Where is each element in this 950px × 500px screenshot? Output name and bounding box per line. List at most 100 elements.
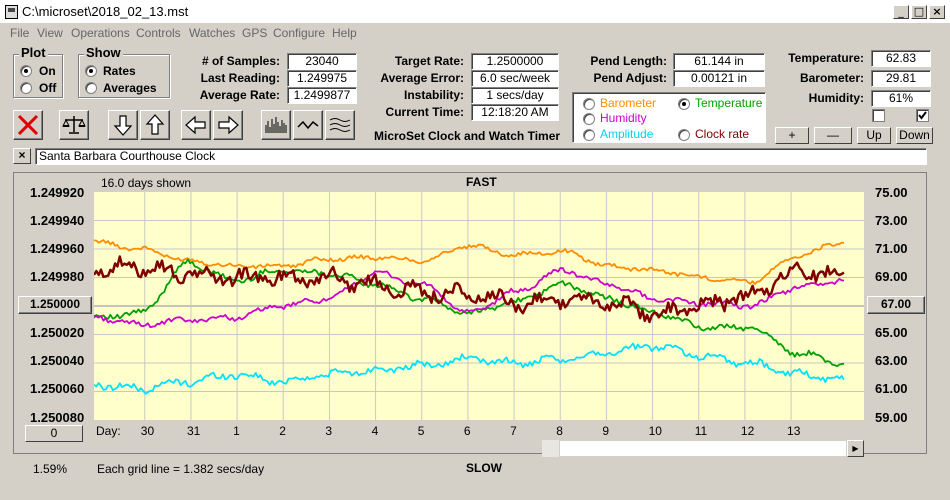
temperature-field: 62.83 xyxy=(871,50,931,67)
center-rate-button[interactable]: 1.250000 xyxy=(18,296,92,314)
multi-line-view-button[interactable] xyxy=(325,110,355,140)
series-line-temperature xyxy=(94,258,845,368)
plot-group-title: Plot xyxy=(19,45,48,60)
plot-off-label: Off xyxy=(39,81,57,95)
series-line-clock-rate xyxy=(94,255,845,324)
bar-chart-icon xyxy=(265,117,287,133)
humidity-radio[interactable] xyxy=(583,113,595,125)
instability-field: 1 secs/day xyxy=(471,87,559,104)
y-left-tick: 1.250060 xyxy=(30,381,85,396)
menu-watches[interactable]: Watches xyxy=(189,26,236,40)
title-bar: C:\microset\2018_02_13.mst _ □ × xyxy=(0,0,950,24)
scroll-up-button[interactable] xyxy=(140,110,170,140)
center-env-button[interactable]: 67.00 xyxy=(867,296,925,314)
down-button[interactable]: Down xyxy=(896,127,933,144)
scroll-thumb[interactable] xyxy=(559,440,847,457)
amplitude-radio[interactable] xyxy=(583,129,595,141)
menu-view[interactable]: View xyxy=(37,26,63,40)
close-window-button[interactable]: × xyxy=(929,5,945,19)
y-right-tick: 65.00 xyxy=(875,325,908,340)
y-right-tick: 59.00 xyxy=(875,410,908,425)
minimize-button[interactable]: _ xyxy=(893,5,909,19)
checkmark-icon xyxy=(918,111,927,120)
histogram-view-button[interactable] xyxy=(261,110,291,140)
pend-adjust-field[interactable]: 0.00121 in xyxy=(673,70,765,87)
last-reading-field: 1.249975 xyxy=(287,70,357,87)
scroll-right-arrow[interactable]: ▶ xyxy=(847,440,864,457)
y-left-tick: 1.249940 xyxy=(30,213,85,228)
menu-operations[interactable]: Operations xyxy=(71,26,130,40)
average-error-field: 6.0 sec/week xyxy=(471,70,559,87)
calibrate-button[interactable] xyxy=(59,110,89,140)
y-left-tick: 1.249920 xyxy=(30,185,85,200)
y-right-tick: 73.00 xyxy=(875,213,908,228)
option-checkbox-1[interactable] xyxy=(872,109,885,122)
show-averages-radio[interactable] xyxy=(85,82,97,94)
day-axis-label: Day: xyxy=(96,424,121,438)
menu-bar: File View Operations Controls Watches GP… xyxy=(0,24,950,42)
app-caption: MicroSet Clock and Watch Timer xyxy=(374,129,561,143)
target-rate-field[interactable]: 1.2500000 xyxy=(471,53,559,70)
x-tick-label: 13 xyxy=(787,424,801,438)
y-right-tick: 61.00 xyxy=(875,381,908,396)
barometer-radio[interactable] xyxy=(583,98,595,110)
samples-field: 23040 xyxy=(287,53,357,70)
temperature-label: Temperature: xyxy=(788,51,864,65)
y-right-tick: 75.00 xyxy=(875,185,908,200)
y-left-tick: 1.249960 xyxy=(30,241,85,256)
rate-chart xyxy=(94,192,864,420)
menu-configure[interactable]: Configure xyxy=(273,26,326,40)
maximize-button[interactable]: □ xyxy=(911,5,927,19)
pend-length-field[interactable]: 61.144 in xyxy=(673,53,765,70)
x-tick-label: 31 xyxy=(186,424,201,438)
barometer-legend-label: Barometer xyxy=(600,96,657,110)
line-view-button[interactable] xyxy=(293,110,323,140)
percent-label: 1.59% xyxy=(33,462,68,476)
menu-gps[interactable]: GPS xyxy=(242,26,268,40)
temperature-legend-label: Temperature xyxy=(695,96,763,110)
option-checkbox-2[interactable] xyxy=(916,109,929,122)
plot-off-radio[interactable] xyxy=(20,82,32,94)
offset-button[interactable]: 0 xyxy=(25,425,83,442)
app-icon[interactable] xyxy=(5,5,18,19)
up-button[interactable]: Up xyxy=(857,127,891,144)
x-tick-label: 5 xyxy=(417,424,425,438)
increase-button[interactable]: + xyxy=(775,127,809,144)
plot-on-label: On xyxy=(39,64,56,78)
scroll-left-button[interactable] xyxy=(181,110,211,140)
chart-frame xyxy=(13,172,927,454)
horizontal-scrollbar[interactable]: ▶ xyxy=(542,440,864,457)
menu-help[interactable]: Help xyxy=(332,26,357,40)
pend-length-label: Pend Length: xyxy=(590,54,667,68)
x-tick-label: 30 xyxy=(140,424,155,438)
wave-icon xyxy=(297,120,319,130)
grid-note: Each grid line = 1.382 secs/day xyxy=(97,462,265,476)
x-tick-label: 2 xyxy=(279,424,286,438)
instability-label: Instability: xyxy=(403,88,464,102)
barometer-label: Barometer: xyxy=(799,71,864,85)
samples-label: # of Samples: xyxy=(201,54,280,68)
scroll-right-button[interactable] xyxy=(213,110,243,140)
y-right-tick: 71.00 xyxy=(875,241,908,256)
chart-plot-area[interactable] xyxy=(94,192,864,420)
clear-button[interactable] xyxy=(13,110,43,140)
barometer-field: 29.81 xyxy=(871,70,931,87)
multi-wave-icon xyxy=(329,118,351,132)
average-error-label: Average Error: xyxy=(380,71,464,85)
pend-adjust-label: Pend Adjust: xyxy=(593,71,667,85)
scroll-down-button[interactable] xyxy=(108,110,138,140)
clock-rate-radio[interactable] xyxy=(678,129,690,141)
menu-file[interactable]: File xyxy=(10,26,30,40)
show-rates-radio[interactable] xyxy=(85,65,97,77)
clock-name-input[interactable]: Santa Barbara Courthouse Clock xyxy=(35,148,927,165)
x-tick-label: 3 xyxy=(325,424,333,438)
plot-on-radio[interactable] xyxy=(20,65,32,77)
temperature-radio[interactable] xyxy=(678,98,690,110)
menu-controls[interactable]: Controls xyxy=(136,26,181,40)
x-tick-label: 9 xyxy=(602,424,610,438)
y-left-tick: 1.250020 xyxy=(30,325,85,340)
arrow-down-icon xyxy=(113,115,133,136)
clock-name-close-button[interactable]: × xyxy=(13,148,31,164)
decrease-button[interactable]: — xyxy=(814,127,852,144)
y-right-tick: 69.00 xyxy=(875,269,908,284)
